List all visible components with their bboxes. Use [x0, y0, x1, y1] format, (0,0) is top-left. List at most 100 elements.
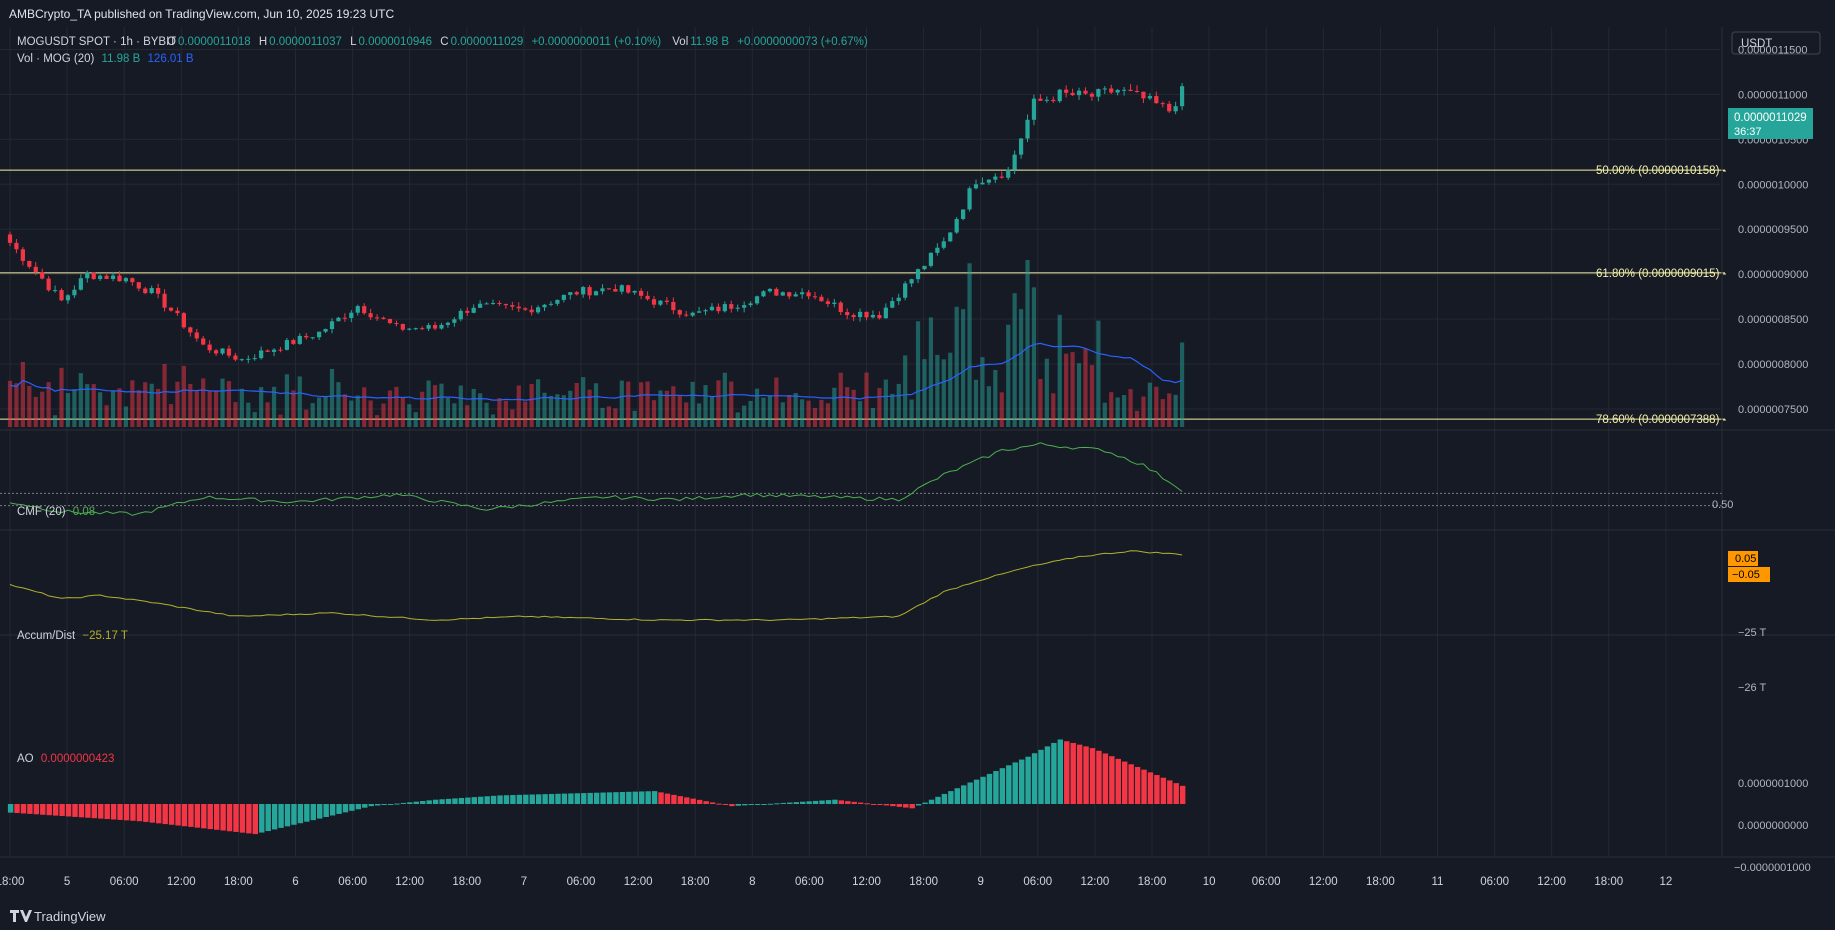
- price-chart[interactable]: 50.00% (0.0000010158) - 61.80% (0.0000009…: [0, 27, 1835, 900]
- ao-bar: [1044, 746, 1051, 804]
- volume-bar: [703, 385, 708, 427]
- candle-body: [523, 308, 528, 310]
- volume-bar: [780, 402, 785, 427]
- volume-bar: [857, 401, 863, 427]
- candle-body: [954, 219, 959, 233]
- candle-body: [677, 310, 682, 315]
- volume-bar: [226, 381, 232, 427]
- time-axis-label: 18:00: [224, 876, 253, 888]
- price-tag: 0.0000011029 36:37: [1728, 108, 1813, 139]
- volume-bar: [239, 388, 244, 427]
- volume-bar: [291, 390, 296, 427]
- volume-bar: [1089, 365, 1095, 427]
- volume-bar: [246, 402, 251, 427]
- time-axis-label: 8: [749, 876, 755, 888]
- tradingview-logo[interactable]: TradingView: [8, 900, 148, 930]
- volume-bar: [252, 412, 257, 427]
- ao-bar: [1109, 756, 1115, 804]
- candle-body: [194, 332, 199, 339]
- ao-bar: [542, 794, 548, 804]
- volume-bar: [935, 354, 940, 427]
- candle-body: [175, 310, 180, 314]
- ao-bar: [729, 804, 735, 807]
- ao-bar: [626, 791, 632, 804]
- volume-bar: [909, 399, 914, 427]
- candle-body: [213, 350, 219, 354]
- candle-body: [619, 285, 624, 292]
- ad-value: −25.17 T: [82, 630, 128, 642]
- ao-bar: [574, 793, 581, 804]
- volume-bar: [729, 381, 734, 427]
- volume-bar: [156, 388, 161, 427]
- candle-body: [684, 314, 689, 316]
- candle-body: [1044, 99, 1049, 101]
- ao-bar: [226, 804, 233, 832]
- currency-selector[interactable]: USDT: [1731, 31, 1821, 55]
- cmf-tag-neg: [1728, 567, 1770, 582]
- price-axis-label: 0.0000011000: [1738, 89, 1808, 101]
- price-axis[interactable]: 0.00000115000.00000110000.00000105000.00…: [1738, 44, 1808, 416]
- ao-axis-neg: −0.0000001000: [1734, 862, 1811, 874]
- candle-body: [226, 348, 232, 356]
- ao-bar: [793, 802, 799, 804]
- volume-bar: [1038, 379, 1043, 427]
- time-axis-label: 06:00: [1023, 876, 1052, 888]
- volume-bar: [98, 392, 103, 427]
- ao-bar: [465, 797, 471, 804]
- ao-bar: [213, 804, 220, 830]
- ao-bar: [104, 804, 110, 820]
- volume-bars: [7, 259, 1185, 427]
- ao-bar: [1031, 753, 1038, 804]
- candle-body: [819, 296, 824, 302]
- time-axis-label: 11: [1432, 876, 1444, 888]
- ao-bar: [780, 802, 787, 804]
- volume-bar: [503, 400, 508, 427]
- candle-body: [986, 179, 991, 183]
- ao-bar: [754, 804, 761, 805]
- candle-body: [535, 307, 541, 313]
- candle-body: [265, 350, 270, 352]
- ao-bar: [812, 800, 819, 804]
- volume-bar: [980, 357, 985, 427]
- candle-body: [825, 301, 830, 304]
- candle-body: [980, 182, 985, 185]
- ao-bar: [497, 795, 503, 804]
- candle-body: [271, 349, 277, 352]
- ao-bar: [484, 796, 490, 804]
- candle-body: [748, 303, 753, 306]
- candle-body: [27, 260, 32, 267]
- ao-bar: [548, 793, 555, 804]
- volume-bar: [632, 410, 637, 427]
- candle-body: [72, 289, 77, 296]
- candle-body: [626, 285, 631, 293]
- candle-body: [143, 288, 148, 294]
- volume-bar: [1044, 358, 1049, 427]
- candle-body: [381, 317, 386, 319]
- time-axis-label: 18:00: [1366, 876, 1395, 888]
- candle-body: [91, 272, 96, 280]
- time-axis-label: 12:00: [1537, 876, 1566, 888]
- candle-body: [123, 278, 129, 282]
- candle-body: [317, 331, 322, 338]
- volume-bar: [355, 395, 360, 427]
- candle-body: [870, 314, 876, 318]
- candle-body: [59, 290, 64, 301]
- ao-bar: [1051, 742, 1057, 804]
- candle-body: [259, 350, 264, 359]
- candle-body: [432, 325, 438, 329]
- volume-bar: [561, 395, 566, 427]
- volume-bar: [890, 393, 895, 427]
- ao-bar: [690, 798, 696, 804]
- time-axis[interactable]: 18:00 5 06:00 12:00 18:00 6 06:00 12:00 18:00 7 06…: [0, 876, 1672, 888]
- ao-pane: [7, 739, 1186, 835]
- candle-body: [651, 299, 657, 305]
- volume-bar: [709, 396, 715, 427]
- volume-bar: [787, 394, 792, 427]
- volume-legend: Vol · MOG (20) 11.98 B 126.01 B: [17, 53, 194, 65]
- volume-bar: [91, 384, 96, 427]
- volume-bar: [973, 379, 979, 427]
- volume-bar: [478, 393, 483, 427]
- ao-bar: [928, 799, 935, 804]
- volume-bar: [1147, 382, 1152, 427]
- candle-body: [130, 278, 135, 283]
